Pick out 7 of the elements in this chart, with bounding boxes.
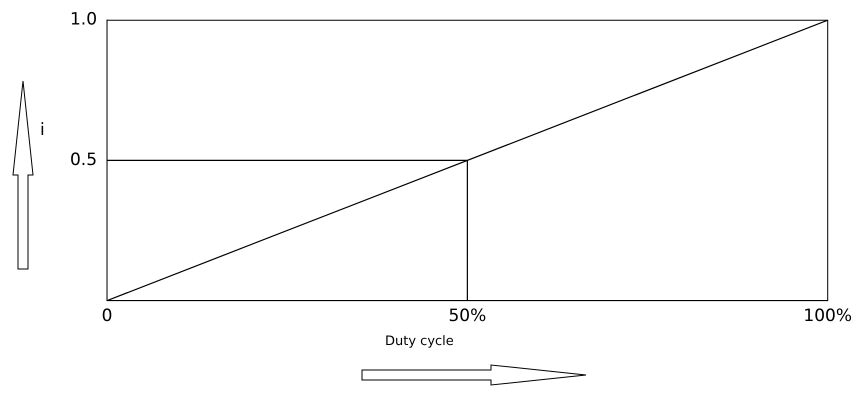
- y-axis-title: i: [40, 120, 45, 140]
- y-tick-label: 0.5: [70, 150, 98, 170]
- x-tick-label: 50%: [448, 306, 486, 326]
- y-tick-label: 1.0: [70, 10, 98, 30]
- x-tick-label: 100%: [803, 306, 852, 326]
- x-tick-label: 0: [102, 306, 112, 326]
- x-axis-title: Duty cycle: [385, 334, 454, 349]
